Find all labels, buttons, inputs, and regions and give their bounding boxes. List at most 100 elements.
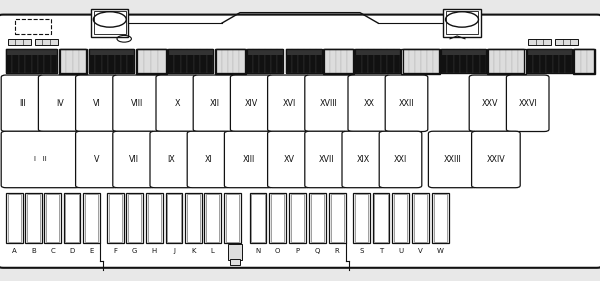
FancyBboxPatch shape — [187, 131, 230, 188]
Bar — [355, 49, 362, 73]
Bar — [373, 193, 389, 243]
Bar — [289, 193, 306, 243]
Bar — [6, 49, 57, 73]
Bar — [227, 49, 233, 73]
Bar — [381, 49, 388, 73]
Bar — [94, 11, 126, 34]
Bar — [443, 9, 481, 37]
Bar — [89, 49, 134, 55]
Bar — [488, 49, 524, 73]
Text: T: T — [379, 248, 383, 254]
Text: IX: IX — [167, 155, 175, 164]
Text: B: B — [31, 248, 36, 254]
Bar — [527, 49, 572, 73]
FancyBboxPatch shape — [76, 131, 118, 188]
Bar — [230, 259, 240, 265]
Bar — [137, 49, 166, 73]
Bar — [559, 49, 565, 73]
Bar — [441, 49, 486, 55]
Bar — [59, 49, 87, 74]
Text: H: H — [152, 248, 157, 254]
FancyBboxPatch shape — [156, 75, 199, 132]
Text: VII: VII — [129, 155, 139, 164]
Text: XXIII: XXIII — [444, 155, 461, 164]
Bar — [216, 49, 222, 73]
Bar — [60, 49, 67, 73]
Bar — [448, 49, 454, 73]
Bar — [253, 49, 259, 73]
Bar — [185, 193, 202, 243]
Text: XXIV: XXIV — [487, 155, 505, 164]
Bar — [329, 193, 346, 243]
Bar — [574, 49, 594, 73]
FancyBboxPatch shape — [113, 75, 161, 132]
Bar — [250, 193, 266, 243]
Bar — [137, 49, 144, 73]
Bar — [271, 194, 284, 242]
Text: Q: Q — [315, 248, 320, 254]
Text: XXI: XXI — [394, 155, 407, 164]
Text: VI: VI — [93, 99, 101, 108]
FancyBboxPatch shape — [268, 75, 310, 132]
Bar — [137, 49, 166, 73]
Bar — [310, 49, 316, 73]
Bar — [79, 49, 86, 73]
Bar — [144, 49, 151, 73]
Bar — [553, 49, 559, 73]
FancyBboxPatch shape — [38, 75, 81, 132]
Bar — [506, 49, 512, 73]
Bar — [573, 49, 595, 74]
Bar — [479, 49, 486, 73]
Bar — [271, 49, 277, 73]
Bar — [6, 49, 13, 73]
Bar — [353, 193, 370, 243]
Bar — [362, 49, 368, 73]
FancyBboxPatch shape — [342, 131, 385, 188]
Text: U: U — [398, 248, 403, 254]
Text: XVII: XVII — [319, 155, 334, 164]
Text: VIII: VIII — [131, 99, 143, 108]
Bar — [206, 194, 219, 242]
Bar — [128, 194, 141, 242]
Bar — [324, 49, 353, 73]
Bar — [265, 49, 271, 73]
Text: A: A — [12, 248, 17, 254]
Text: XI: XI — [205, 155, 212, 164]
Bar — [226, 194, 239, 242]
Bar — [89, 49, 134, 73]
Bar — [8, 194, 21, 242]
Text: XV: XV — [283, 155, 295, 164]
Bar — [85, 194, 98, 242]
Bar — [527, 49, 572, 73]
FancyBboxPatch shape — [385, 75, 428, 132]
Bar — [574, 49, 581, 73]
Bar — [335, 49, 341, 73]
Bar — [126, 193, 143, 243]
Bar — [247, 49, 283, 55]
Bar — [539, 49, 546, 73]
Bar — [421, 49, 427, 73]
Bar — [27, 194, 40, 242]
Bar — [15, 19, 51, 34]
Bar — [115, 49, 121, 73]
Bar — [200, 49, 206, 73]
Bar — [168, 49, 175, 73]
Bar — [467, 49, 473, 73]
Bar — [512, 49, 518, 73]
Text: IV: IV — [56, 99, 64, 108]
Bar — [316, 49, 322, 73]
Bar — [108, 49, 115, 73]
Bar — [38, 49, 44, 73]
Text: XX: XX — [364, 99, 375, 108]
Bar — [392, 193, 409, 243]
FancyBboxPatch shape — [113, 131, 155, 188]
Bar — [259, 49, 265, 73]
Bar — [19, 49, 25, 73]
Bar — [432, 193, 449, 243]
Bar — [394, 49, 400, 73]
Bar — [25, 193, 42, 243]
Bar — [148, 194, 161, 242]
Bar — [32, 49, 38, 73]
FancyBboxPatch shape — [1, 131, 80, 188]
Bar — [304, 49, 310, 73]
